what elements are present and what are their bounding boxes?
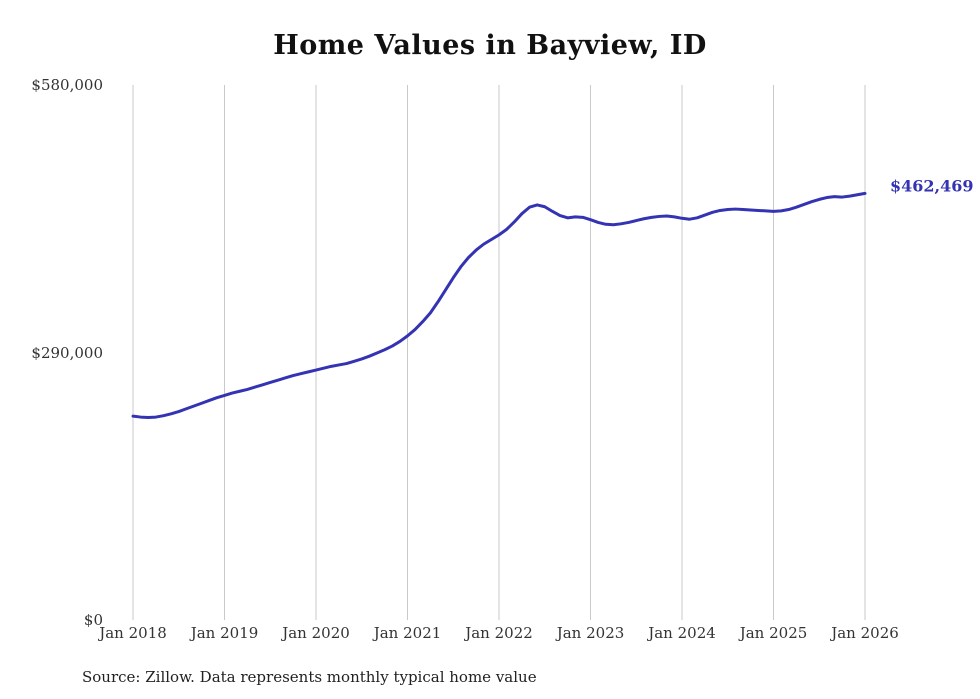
x-axis-tick-label: Jan 2025 bbox=[739, 624, 808, 642]
source-note: Source: Zillow. Data represents monthly … bbox=[82, 668, 537, 686]
x-axis-tick-label: Jan 2026 bbox=[831, 624, 899, 642]
x-axis-tick-label: Jan 2018 bbox=[99, 624, 167, 642]
x-axis-tick-label: Jan 2023 bbox=[556, 624, 625, 642]
y-axis-tick-label: $0 bbox=[83, 611, 103, 629]
x-axis-tick-label: Jan 2024 bbox=[648, 624, 716, 642]
x-axis-tick-label: Jan 2020 bbox=[282, 624, 350, 642]
x-axis-tick-label: Jan 2019 bbox=[190, 624, 259, 642]
x-axis-tick-label: Jan 2021 bbox=[373, 624, 442, 642]
chart-title: Home Values in Bayview, ID bbox=[273, 30, 707, 61]
y-axis-tick-label: $580,000 bbox=[31, 76, 103, 94]
end-value-label: $462,469 bbox=[890, 176, 974, 196]
value-line bbox=[131, 191, 867, 420]
y-axis-tick-label: $290,000 bbox=[31, 343, 103, 362]
x-axis-tick-label: Jan 2022 bbox=[465, 624, 533, 642]
